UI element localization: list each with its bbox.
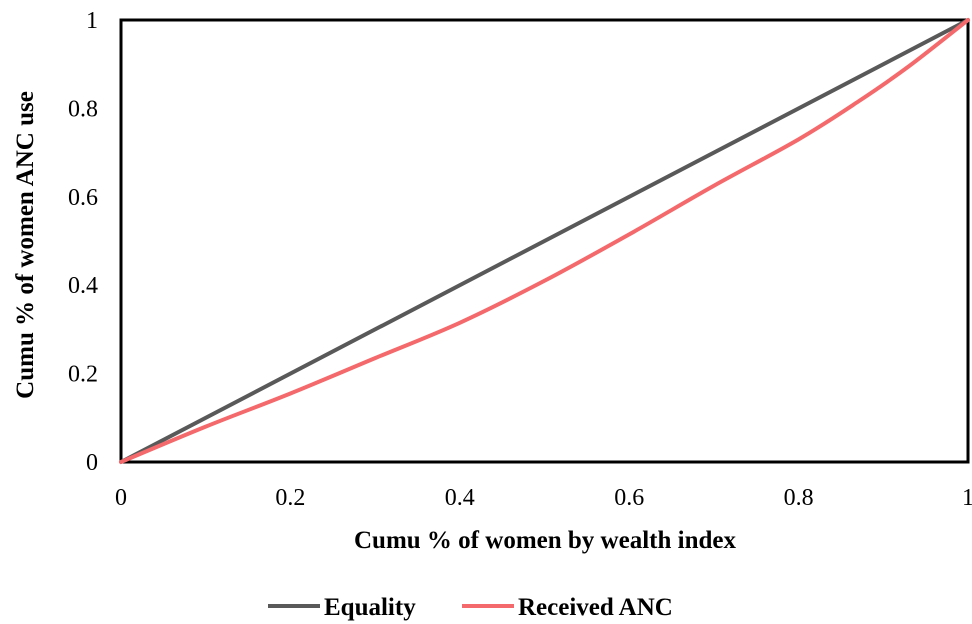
x-tick-label: 0.8 [784,485,814,511]
x-tick-labels: 0 0.2 0.4 0.6 0.8 1 [115,485,972,511]
legend-label-equality: Equality [324,594,416,621]
series-line-equality [119,18,970,464]
y-tick-label: 0.2 [68,362,98,388]
y-axis-title: Cumu % of women ANC use [12,91,39,399]
y-tick-label: 0.8 [68,96,98,122]
x-tick-label: 1 [962,485,972,511]
y-tick-labels: 0 0.2 0.4 0.6 0.8 1 [68,8,98,476]
x-tick-label: 0.2 [275,485,305,511]
y-tick-label: 0.4 [68,273,98,299]
legend: Equality Received ANC [268,594,673,621]
x-tick-label: 0.4 [445,485,475,511]
y-tick-label: 0 [86,450,98,476]
series-line-received-anc [119,18,970,464]
series-layer [119,18,970,464]
x-tick-label: 0 [115,485,127,511]
x-tick-label: 0.6 [614,485,644,511]
y-tick-label: 1 [86,8,98,34]
legend-label-received-anc: Received ANC [518,594,673,621]
plot-frame [119,18,970,464]
x-axis-title: Cumu % of women by wealth index [354,527,736,554]
y-tick-label: 0.6 [68,185,98,211]
